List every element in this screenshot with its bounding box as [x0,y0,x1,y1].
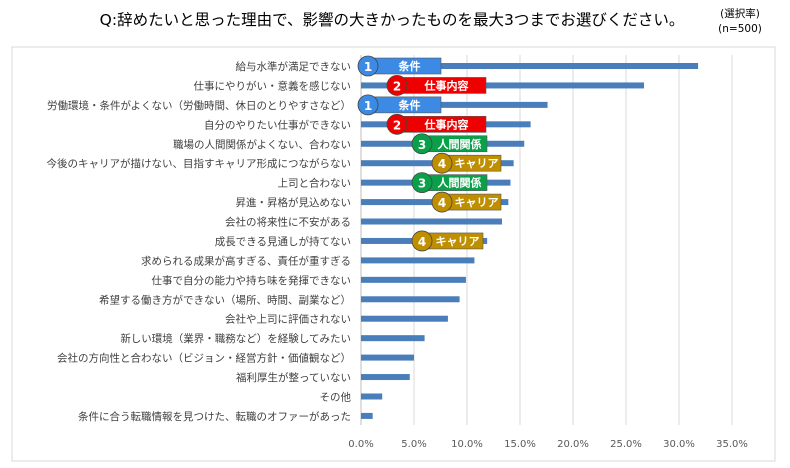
badge-label: 条件 [398,59,421,73]
category-label: 新しい環境（業界・職務など）を経験してみたい [120,332,351,345]
x-tick-label: 0.0% [348,439,373,450]
bar [361,257,475,264]
badge-rank: 3 [418,138,426,152]
category-label: 会社の方向性と合わない（ビジョン・経営方針・価値観など） [57,352,351,365]
bar [361,296,460,303]
badge-circle [411,230,433,252]
badge-rank: 1 [364,60,372,74]
x-tick-label: 30.0% [663,439,695,450]
bar [361,276,466,283]
category-label: 会社の将来性に不安がある [225,216,351,229]
badge-circle [411,133,433,155]
badge-label: 条件 [398,98,421,112]
chart-title: Q:辞めたいと思った理由で、影響の大きかったものを最大3つまでお選びください。 [100,11,685,29]
x-tick-label: 5.0% [401,439,426,450]
category-label: 条件に合う転職情報を見つけた、転職のオファーがあった [78,410,351,423]
category-label: 職場の人間関係がよくない、合わない [173,138,351,151]
badge-1: 2 仕事内容 [386,75,487,96]
x-tick-label: 10.0% [451,439,483,450]
badge-rank: 3 [418,177,426,191]
badge-3: 4 キャリア [431,152,502,174]
badge-label: 仕事内容 [424,78,469,92]
badge-rank: 4 [438,157,446,171]
badge-label: 人間関係 [438,137,482,151]
badge-circle [386,113,408,135]
badge-label: 仕事内容 [424,117,469,131]
x-tick-label: 35.0% [716,439,748,450]
x-tick-label: 15.0% [504,439,536,450]
category-label: 会社や上司に評価されない [225,313,351,326]
badge-rank: 4 [438,196,446,210]
category-label: 成長できる見通しが持てない [215,235,351,248]
x-tick-label: 20.0% [557,439,589,450]
bar [361,374,410,381]
badge-0: 1 条件 [357,94,442,116]
badge-circle [411,172,433,194]
badge-label: キャリア [455,157,499,170]
badge-circle [431,191,453,213]
bar [361,63,699,69]
badge-0: 1 条件 [357,55,442,77]
badge-label: キャリア [436,235,480,248]
badge-rank: 4 [418,235,426,249]
badge-circle [386,75,408,96]
category-label: 仕事にやりがい・意義を感じない [194,79,352,92]
badge-circle [357,55,379,77]
category-label: 求められる成果が高すぎる、責任が重すぎる [141,254,351,267]
bar [361,354,414,361]
badge-2: 3 人間関係 [411,133,488,155]
category-label: 昇進・昇格が見込めない [236,196,352,209]
badge-3: 4 キャリア [431,191,502,213]
badge-label: キャリア [455,196,499,209]
bar [361,101,548,108]
bar [361,82,645,89]
category-label: 給与水準が満足できない [236,60,352,73]
category-label: 労働環境・条件がよくない（労働時間、休日のとりやすさなど） [47,99,351,112]
category-label: その他 [320,390,352,403]
category-label: 今後のキャリアが描けない、目指すキャリア形成につながらない [47,157,352,170]
sample-note: (n=500) [718,23,762,35]
badge-rank: 1 [364,99,372,113]
badge-1: 2 仕事内容 [386,113,487,135]
category-label: 上司と合わない [278,177,352,190]
badge-circle [431,152,453,174]
x-tick-label: 25.0% [610,439,642,450]
badge-2: 3 人間関係 [411,172,488,194]
bar [361,315,448,322]
category-label: 自分のやりたい仕事ができない [204,118,351,131]
bar [361,412,373,419]
category-label: 仕事で自分の能力や持ち味を発揮できない [152,274,352,287]
badge-circle [357,94,379,116]
badge-label: 人間関係 [438,176,482,190]
badge-rank: 2 [393,118,401,132]
badge-3: 4 キャリア [411,230,484,252]
unit-note: (選択率) [720,7,760,20]
category-label: 希望する働き方ができない（場所、時間、副業など） [99,293,351,306]
category-label: 福利厚生が整っていない [236,371,351,384]
bar [361,335,425,342]
bar [361,393,383,400]
bar [361,218,502,225]
badge-rank: 2 [393,79,401,93]
